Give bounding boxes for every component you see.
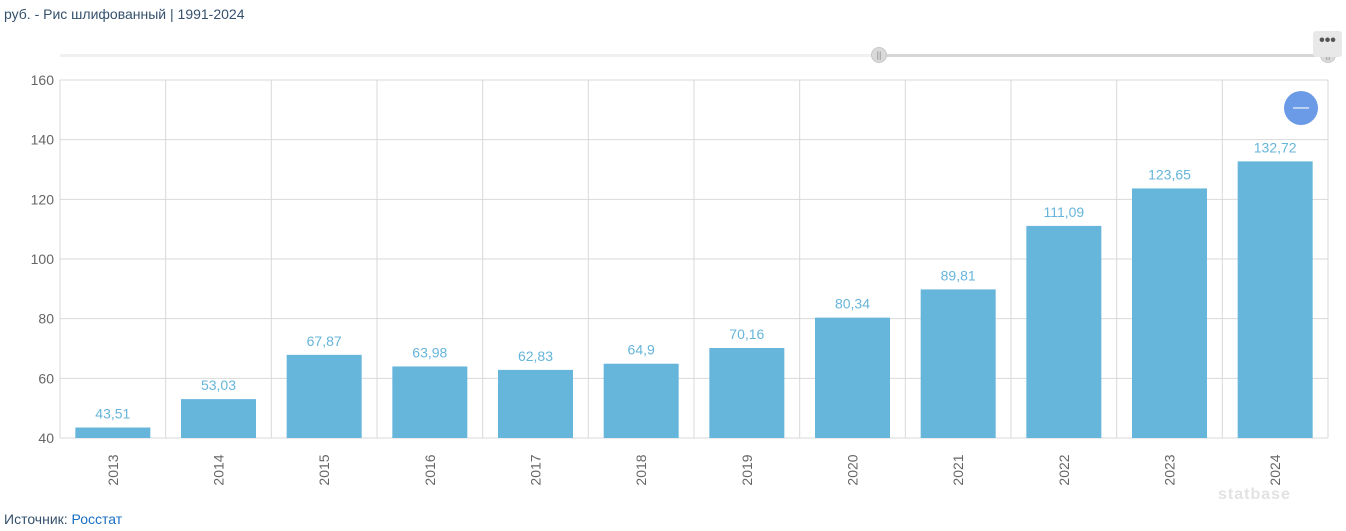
x-tick-label: 2022 xyxy=(1056,454,1072,485)
bar xyxy=(709,348,785,438)
bar xyxy=(1237,161,1313,439)
data-label: 89,81 xyxy=(941,267,976,283)
bar xyxy=(815,317,890,438)
bar xyxy=(920,289,996,438)
y-tick-label: 120 xyxy=(31,191,55,207)
data-label: 53,03 xyxy=(201,377,236,393)
statbase-watermark: statbase xyxy=(1218,486,1291,503)
data-label: 62,83 xyxy=(518,348,553,364)
y-tick-label: 140 xyxy=(31,132,55,148)
x-tick-label: 2017 xyxy=(528,454,544,485)
x-tick-label: 2014 xyxy=(211,454,227,485)
data-label: 123,65 xyxy=(1148,166,1191,182)
range-selector-track[interactable] xyxy=(878,54,1328,57)
bar xyxy=(286,354,362,438)
zoom-out-button[interactable]: — xyxy=(1284,91,1318,125)
bar xyxy=(181,399,256,438)
x-tick-label: 2018 xyxy=(633,454,649,485)
data-label: 63,98 xyxy=(412,344,447,360)
chart-title: руб. - Рис шлифованный | 1991-2024 xyxy=(4,6,245,22)
bar xyxy=(603,363,679,438)
bar xyxy=(75,427,151,438)
bar xyxy=(498,369,573,438)
x-tick-label: 2013 xyxy=(105,454,121,485)
x-tick-label: 2015 xyxy=(316,454,332,485)
x-tick-label: 2023 xyxy=(1162,454,1178,485)
y-tick-label: 100 xyxy=(31,251,55,267)
data-label: 111,09 xyxy=(1043,204,1084,220)
data-label: 80,34 xyxy=(835,296,870,312)
data-label: 43,51 xyxy=(95,406,130,422)
y-tick-label: 60 xyxy=(38,370,54,386)
x-tick-label: 2020 xyxy=(845,454,861,485)
bar xyxy=(392,366,468,438)
x-tick-label: 2021 xyxy=(950,454,966,485)
range-track-inactive xyxy=(60,54,880,57)
y-tick-label: 40 xyxy=(38,430,54,446)
source-link[interactable]: Росстат xyxy=(71,511,123,527)
x-tick-label: 2016 xyxy=(422,454,438,485)
bar xyxy=(1132,188,1207,438)
more-icon: ••• xyxy=(1319,32,1336,49)
y-tick-label: 80 xyxy=(38,311,54,327)
data-label: 132,72 xyxy=(1254,139,1297,155)
bar xyxy=(1026,225,1102,438)
data-label: 64,9 xyxy=(628,342,655,358)
source-line: Источник: Росстат xyxy=(4,511,122,527)
data-label: 70,16 xyxy=(729,326,764,342)
chart-menu-button[interactable]: ••• xyxy=(1313,31,1342,57)
data-label: 67,87 xyxy=(307,333,342,349)
range-handle-left[interactable]: || xyxy=(871,47,887,63)
y-tick-label: 160 xyxy=(31,72,55,88)
x-tick-label: 2024 xyxy=(1267,454,1283,485)
source-label: Источник: xyxy=(4,511,68,527)
x-tick-label: 2019 xyxy=(739,454,755,485)
